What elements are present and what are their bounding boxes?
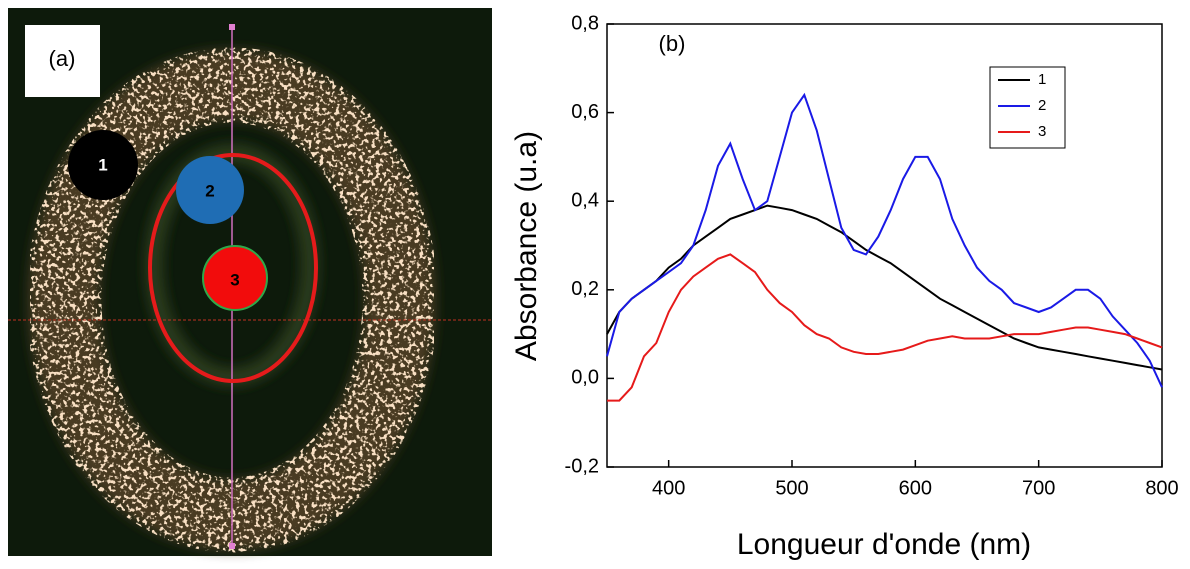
plot-frame (606, 23, 1163, 468)
y-tick-label: 0,6 (571, 101, 599, 123)
x-axis-label: Longueur d'onde (nm) (737, 528, 1031, 561)
y-tick-label: 0,8 (571, 12, 599, 34)
x-tick-label: 700 (1022, 477, 1055, 499)
series-line (607, 253, 1163, 402)
x-tick-label: 800 (1145, 477, 1178, 499)
series-line (606, 204, 1163, 371)
panel-label: (a) (49, 46, 76, 71)
annotation: (b) (659, 31, 686, 56)
marker-label: 2 (205, 181, 214, 200)
legend-label: 1 (1038, 71, 1046, 88)
y-axis-label: Absorbance (u.a) (510, 131, 543, 361)
series-line (606, 92, 1163, 388)
legend-label: 2 (1038, 97, 1046, 114)
legend-label: 3 (1038, 123, 1046, 140)
y-tick-label: 0,4 (571, 189, 599, 211)
marker-label: 1 (98, 155, 107, 174)
y-tick-label: 0,0 (571, 367, 599, 389)
x-tick-label: 600 (899, 477, 932, 499)
marker-label: 3 (230, 270, 239, 289)
x-tick-label: 500 (775, 477, 808, 499)
x-tick-label: 400 (652, 477, 685, 499)
y-tick-label: -0,2 (565, 455, 599, 477)
y-tick-label: 0,2 (571, 278, 599, 300)
micrograph (8, 8, 492, 556)
